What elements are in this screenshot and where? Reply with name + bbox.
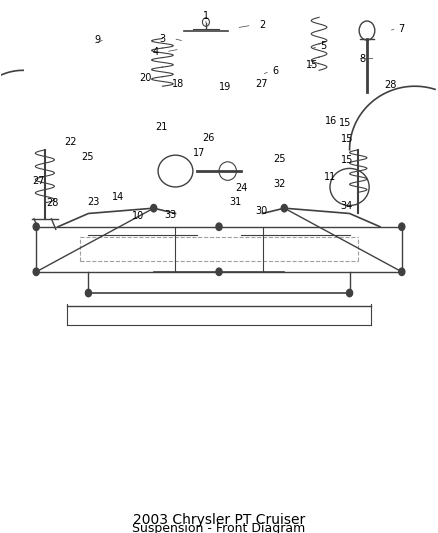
Text: Suspension - Front Diagram: Suspension - Front Diagram	[132, 522, 306, 533]
Text: 15: 15	[341, 156, 353, 165]
Text: 27: 27	[255, 78, 268, 88]
Text: 5: 5	[320, 42, 327, 52]
Text: 14: 14	[112, 191, 124, 201]
Text: 20: 20	[139, 73, 151, 83]
Text: 28: 28	[385, 79, 397, 90]
Text: 19: 19	[219, 82, 232, 92]
Text: 24: 24	[236, 183, 248, 193]
Circle shape	[399, 223, 405, 230]
Text: 26: 26	[202, 133, 214, 143]
Text: 8: 8	[360, 54, 366, 63]
Text: 3: 3	[159, 34, 166, 44]
Text: 25: 25	[274, 155, 286, 164]
Text: 28: 28	[46, 198, 59, 208]
Text: 15: 15	[307, 60, 319, 70]
Text: 16: 16	[325, 116, 337, 126]
Circle shape	[281, 205, 287, 212]
Text: 4: 4	[153, 47, 159, 56]
Text: 32: 32	[273, 179, 285, 189]
Text: 10: 10	[132, 211, 145, 221]
Circle shape	[216, 223, 222, 230]
Text: 33: 33	[164, 209, 177, 220]
Circle shape	[346, 289, 353, 297]
Text: 25: 25	[81, 152, 94, 162]
Text: 17: 17	[193, 148, 205, 158]
Text: 7: 7	[399, 24, 405, 34]
Text: 21: 21	[155, 122, 168, 132]
Text: 18: 18	[172, 78, 184, 88]
Text: 15: 15	[341, 134, 353, 144]
Text: 23: 23	[88, 197, 100, 207]
Text: 22: 22	[64, 138, 76, 148]
Text: 9: 9	[94, 35, 100, 45]
Circle shape	[399, 268, 405, 276]
Text: 2003 Chrysler PT Cruiser: 2003 Chrysler PT Cruiser	[133, 513, 305, 527]
Text: 1: 1	[203, 11, 209, 21]
Text: 31: 31	[230, 197, 242, 207]
Text: 2: 2	[259, 20, 266, 30]
Text: 34: 34	[340, 200, 352, 211]
Text: 11: 11	[324, 172, 336, 182]
Circle shape	[85, 289, 92, 297]
Circle shape	[33, 223, 39, 230]
Text: 6: 6	[272, 67, 279, 76]
Text: 30: 30	[255, 206, 268, 216]
Circle shape	[151, 205, 157, 212]
Circle shape	[33, 268, 39, 276]
Text: 15: 15	[339, 118, 351, 128]
Text: 27: 27	[32, 175, 45, 185]
Circle shape	[216, 268, 222, 276]
